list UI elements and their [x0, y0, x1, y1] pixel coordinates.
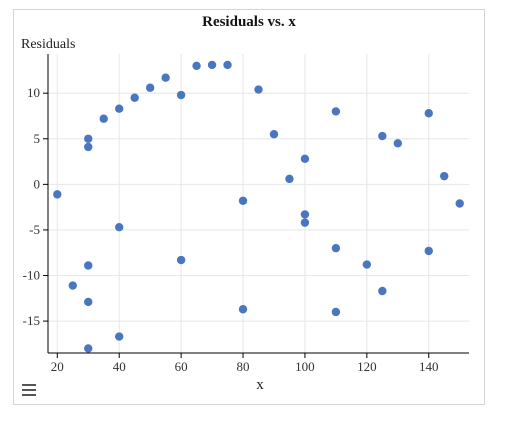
- x-tick-label: 80: [237, 359, 250, 374]
- data-point: [440, 171, 449, 181]
- data-point: [176, 90, 186, 100]
- data-point: [53, 190, 62, 199]
- data-point: [84, 142, 93, 152]
- data-point: [393, 139, 403, 148]
- data-point: [99, 114, 108, 123]
- data-point: [238, 305, 248, 314]
- data-point: [285, 174, 294, 184]
- data-point: [192, 61, 201, 71]
- axes: [43, 54, 469, 358]
- data-point: [207, 60, 217, 70]
- data-point: [300, 154, 310, 164]
- tick-labels: 20 40 60 80 100 120 140 10 5 0 -5 -10 -15: [23, 85, 439, 374]
- data-point: [424, 109, 433, 118]
- x-tick-label: 40: [113, 359, 126, 374]
- data-point: [378, 286, 387, 296]
- data-point: [331, 243, 341, 253]
- x-tick-label: 60: [175, 359, 188, 374]
- data-point: [114, 332, 124, 341]
- data-point: [424, 246, 433, 256]
- data-point: [300, 210, 310, 219]
- data-point: [378, 131, 387, 141]
- data-point: [84, 297, 93, 307]
- data-point: [84, 344, 93, 353]
- grid-lines: [48, 54, 469, 353]
- y-tick-label: -10: [23, 268, 40, 283]
- y-tick-label: 10: [27, 85, 40, 100]
- y-axis-label: Residuals: [21, 37, 75, 52]
- data-point: [238, 196, 248, 205]
- x-tick-label: 140: [419, 359, 439, 374]
- data-point: [455, 199, 464, 208]
- data-points: [53, 60, 464, 353]
- data-point: [84, 134, 93, 143]
- data-point: [331, 307, 341, 317]
- data-point: [130, 93, 139, 102]
- x-tick-label: 100: [295, 359, 315, 374]
- chart-panel: Residuals vs. x Residuals x 20 40 60 80 100 1…: [13, 9, 485, 405]
- data-point: [161, 73, 170, 82]
- data-point: [269, 130, 279, 139]
- y-tick-label: -5: [29, 222, 40, 237]
- hamburger-menu-icon[interactable]: [22, 384, 36, 398]
- data-point: [145, 83, 155, 92]
- data-point: [176, 255, 186, 265]
- data-point: [84, 261, 93, 270]
- y-tick-label: 5: [34, 131, 41, 146]
- data-point: [223, 60, 232, 70]
- y-tick-label: 0: [34, 176, 41, 191]
- chart-title: Residuals vs. x: [202, 14, 296, 30]
- residuals-scatter-chart: Residuals vs. x Residuals x 20 40 60 80 100 1…: [21, 14, 469, 393]
- data-point: [331, 107, 341, 116]
- data-point: [362, 260, 372, 269]
- x-tick-label: 20: [51, 359, 64, 374]
- data-point: [300, 218, 310, 227]
- data-point: [68, 281, 77, 290]
- data-point: [114, 104, 124, 113]
- x-tick-label: 120: [357, 359, 377, 374]
- data-point: [114, 223, 124, 232]
- x-axis-label: x: [256, 377, 264, 393]
- data-point: [254, 85, 263, 94]
- y-tick-label: -15: [23, 313, 40, 328]
